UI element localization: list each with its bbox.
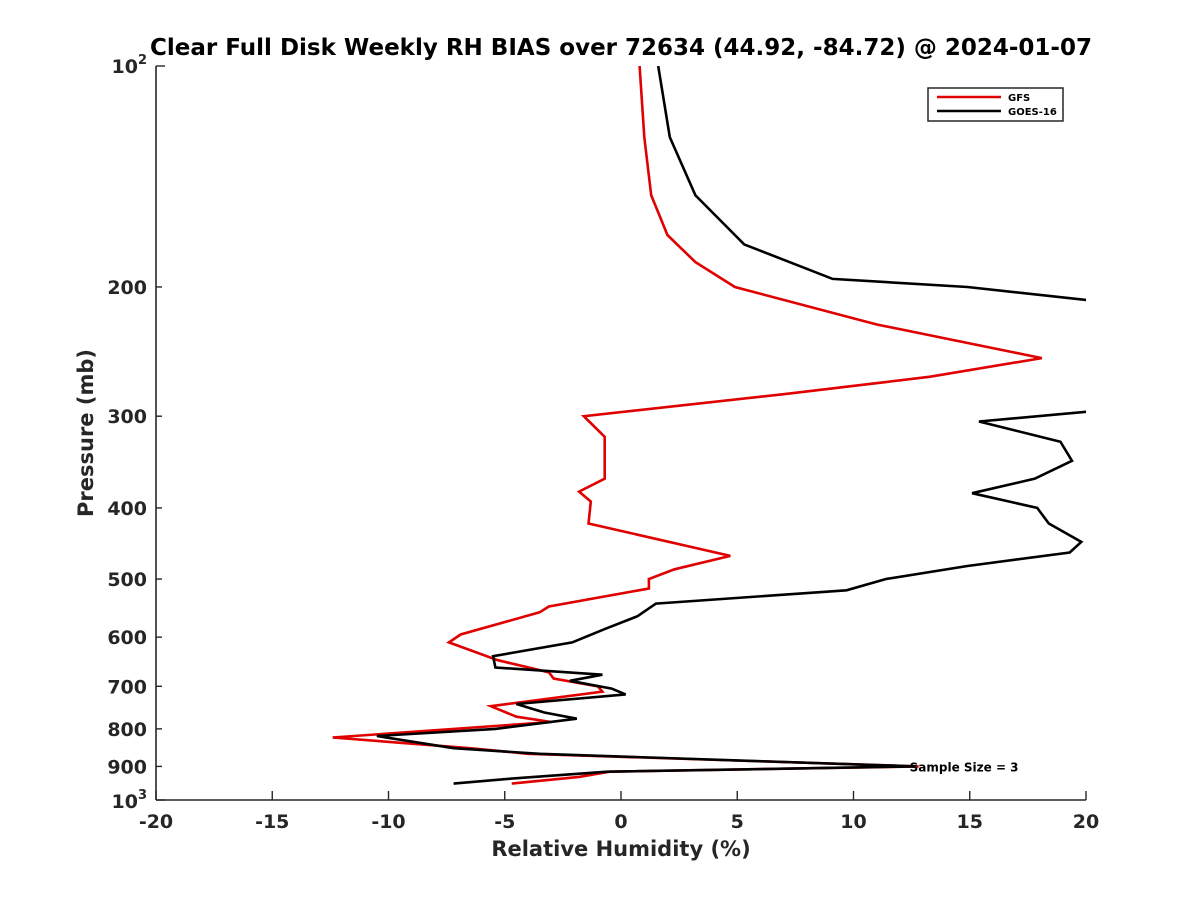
x-tick-label: 15 (957, 811, 983, 833)
x-tick-label: 0 (614, 811, 627, 833)
series-line-goes16 (376, 66, 1086, 785)
x-tick-label: 5 (731, 811, 744, 833)
y-tick-label: 900 (107, 756, 147, 778)
y-tick-label: 800 (107, 719, 147, 741)
y-tick-label: 500 (107, 569, 147, 591)
y-axis-label: Pressure (mb) (74, 349, 98, 517)
legend-box (927, 87, 1064, 122)
x-tick-label: -10 (371, 811, 405, 833)
y-ticks: 200 300 400 500 600 700 800 900 (107, 65, 165, 801)
chart-title: Clear Full Disk Weekly RH BIAS over 7263… (150, 35, 1092, 61)
y-tick-label: 700 (107, 676, 147, 698)
y-tick-label: 300 (107, 406, 147, 428)
x-tick-label: -20 (139, 811, 173, 833)
plot-area (156, 66, 1086, 800)
x-tick-label: -15 (255, 811, 289, 833)
series-layer (332, 66, 1086, 785)
y-tick-label: 200 (107, 277, 147, 299)
y-tick-label: 600 (107, 627, 147, 649)
x-tick-label: 20 (1073, 811, 1099, 833)
sample-size-annotation: Sample Size = 3 (910, 760, 1019, 774)
x-axis-label: Relative Humidity (%) (491, 837, 750, 861)
x-ticks: -20 -15 -10 -5 0 5 10 15 20 (139, 791, 1099, 833)
legend-label-goes16: GOES-16 (1008, 107, 1057, 118)
legend-label-gfs: GFS (1008, 93, 1030, 104)
y-tick-label: 400 (107, 498, 147, 520)
legend: GFS GOES-16 (927, 87, 1064, 122)
y-tick-label-top: 102 (112, 53, 148, 78)
x-tick-label: -5 (494, 811, 515, 833)
y-tick-label-bottom: 103 (112, 788, 148, 813)
x-tick-label: 10 (840, 811, 866, 833)
series-line-gfs (332, 66, 1043, 785)
